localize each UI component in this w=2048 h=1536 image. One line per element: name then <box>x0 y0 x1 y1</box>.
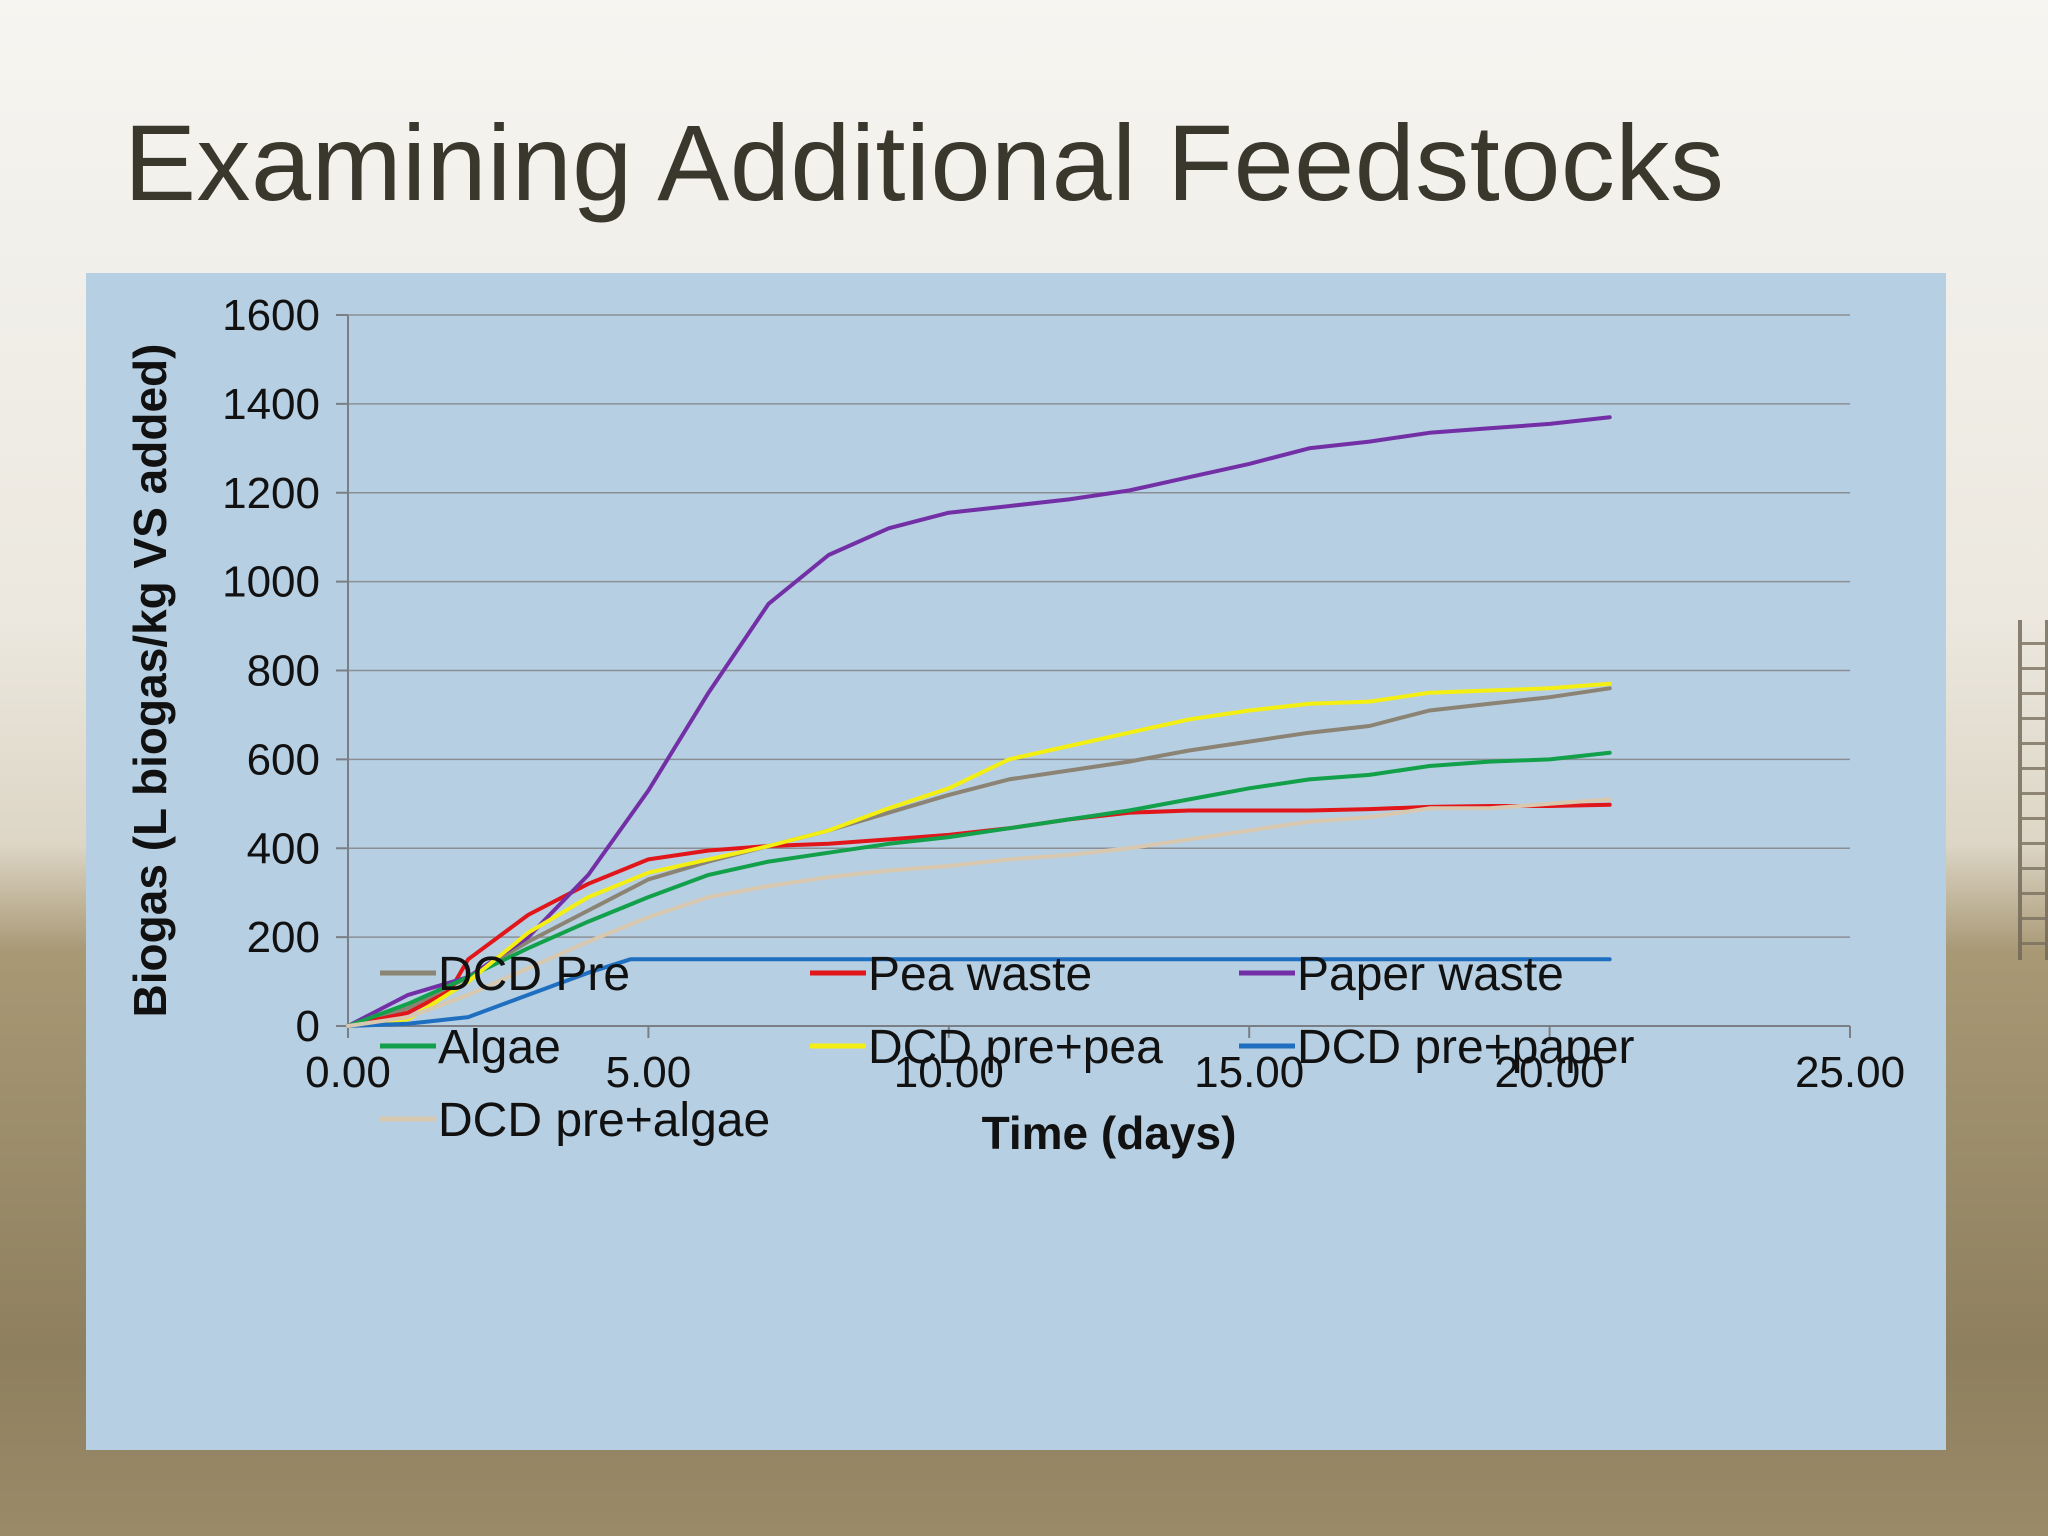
series-line-dcd-pre-algae <box>346 797 1612 1028</box>
y-tick-label: 400 <box>247 824 320 873</box>
y-tick-label: 1400 <box>222 380 320 429</box>
legend-item: Pea waste <box>810 948 1092 1001</box>
y-tick-label: 0 <box>296 1002 320 1051</box>
tick-labels: 0 200 400 600 800 1000 1200 1400 1600 0.00 5.00 10.… <box>222 291 1905 1097</box>
legend-label: Algae <box>438 1021 561 1074</box>
y-tick-label: 1600 <box>222 291 320 340</box>
axes <box>336 314 1851 1038</box>
y-tick-label: 1200 <box>222 469 320 518</box>
x-tick-label: 15.00 <box>1194 1048 1304 1097</box>
legend-label: Pea waste <box>868 948 1092 1001</box>
x-axis-title: Time (days) <box>982 1107 1237 1159</box>
biogas-line-chart: 0 200 400 600 800 1000 1200 1400 1600 0.00 5.00 10.… <box>124 291 1905 1159</box>
grid-lines <box>348 314 1850 938</box>
y-tick-label: 800 <box>247 647 320 696</box>
legend: DCD Pre Pea waste Paper waste Algae DCD pre+… <box>380 948 1635 1147</box>
series-line-paper-waste <box>346 415 1612 1028</box>
background-tower <box>2018 620 2048 960</box>
series-lines <box>346 415 1612 1028</box>
legend-label: DCD Pre <box>438 948 630 1001</box>
x-tick-label: 0.00 <box>305 1048 391 1097</box>
legend-item: DCD pre+pea <box>810 1021 1163 1074</box>
series-line-algae <box>346 750 1612 1028</box>
legend-label: DCD pre+algae <box>438 1094 770 1147</box>
series-line-dcd-pre-paper <box>346 957 1612 1028</box>
y-tick-label: 200 <box>247 913 320 962</box>
legend-label: DCD pre+paper <box>1297 1021 1635 1074</box>
y-axis-title: Biogas (L biogas/kg VS added) <box>124 344 176 1018</box>
legend-item: Paper waste <box>1239 948 1564 1001</box>
series-line-dcd-pre <box>346 686 1612 1028</box>
x-tick-label: 20.00 <box>1495 1048 1605 1097</box>
legend-label: DCD pre+pea <box>868 1021 1163 1074</box>
legend-label: Paper waste <box>1297 948 1564 1001</box>
y-tick-label: 1000 <box>222 558 320 607</box>
x-tick-label: 5.00 <box>606 1048 692 1097</box>
legend-item: Algae <box>380 1021 561 1074</box>
y-tick-label: 600 <box>247 735 320 784</box>
series-line-pea-waste <box>346 802 1612 1028</box>
x-tick-label: 25.00 <box>1795 1048 1905 1097</box>
slide-title: Examining Additional Feedstocks <box>124 102 1725 223</box>
legend-item: DCD Pre <box>380 948 630 1001</box>
series-line-dcd-pre-pea <box>346 681 1612 1028</box>
legend-item: DCD pre+algae <box>380 1094 770 1147</box>
legend-item: DCD pre+paper <box>1239 1021 1635 1074</box>
x-tick-label: 10.00 <box>894 1048 1004 1097</box>
chart-panel: 0 200 400 600 800 1000 1200 1400 1600 0.00 5.00 10.… <box>86 273 1946 1450</box>
